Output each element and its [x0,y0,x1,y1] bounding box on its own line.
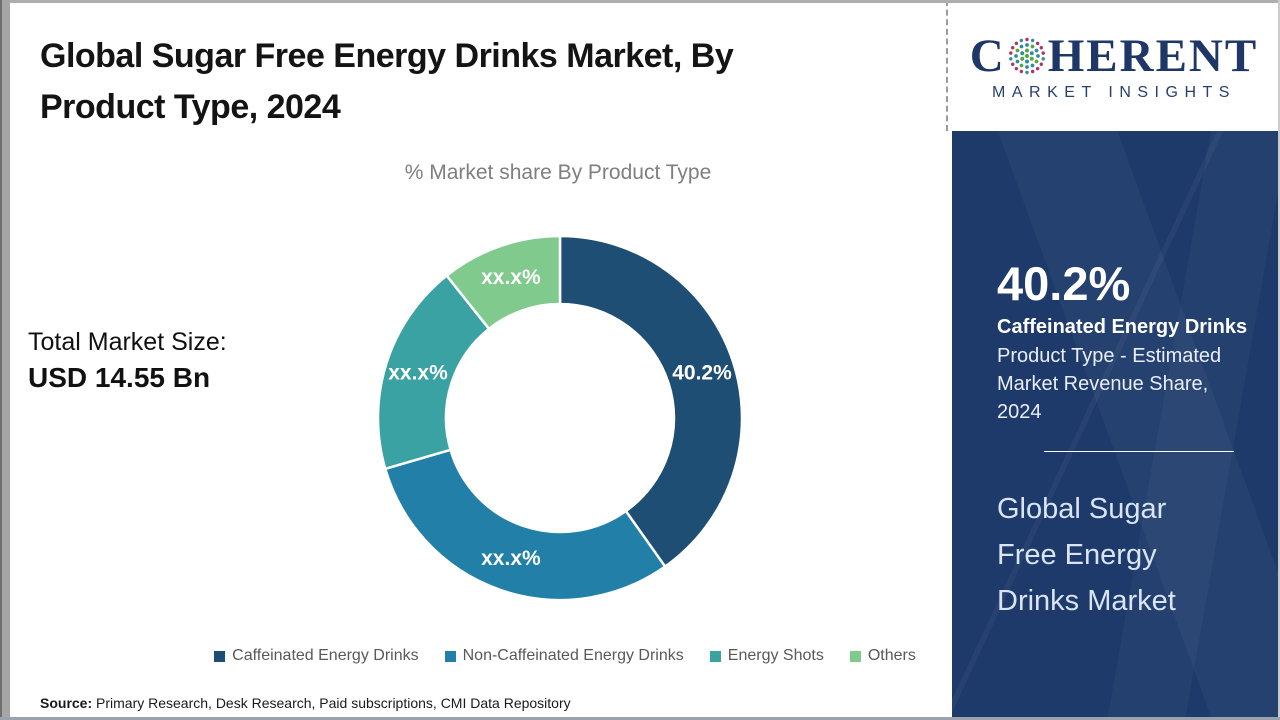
page-title: Global Sugar Free Energy Drinks Market, … [40,37,734,126]
legend-label: Non-Caffeinated Energy Drinks [462,647,684,664]
legend-item: Non-Caffeinated Energy Drinks [444,647,684,665]
highlight-panel-content: 40.2% Caffeinated Energy Drinks Product … [952,259,1280,624]
frame-border-left [0,0,10,720]
legend-label: Caffeinated Energy Drinks [232,647,419,664]
brand-logo-area: C HERENT MARKET INSIGHTS [948,3,1280,131]
highlight-segment-name: Caffeinated Energy Drinks [997,316,1248,338]
highlight-panel: 40.2% Caffeinated Energy Drinks Product … [952,131,1280,720]
legend-item: Caffeinated Energy Drinks [214,647,419,665]
panel-market-name: Global Sugar Free Energy Drinks Market [997,493,1176,617]
legend-item: Others [849,647,916,665]
donut-chart-svg: 40.2% xx.x% xx.x% xx.x% [376,234,744,602]
source-label: Source: [40,695,93,711]
legend-swatch-icon [709,650,721,662]
dashed-separator [946,0,948,131]
total-market-size-value: USD 14.55 Bn [28,362,211,393]
logo-tagline: MARKET INSIGHTS [992,84,1236,101]
highlight-stat-value: 40.2% [997,257,1131,310]
dotted-globe-icon [1008,37,1045,75]
chart-legend: Caffeinated Energy Drinks Non-Caffeinated… [180,647,950,665]
donut-segment-label: xx.x% [481,266,541,289]
frame-border-right [1278,0,1280,720]
legend-swatch-icon [444,650,456,662]
frame-border-bottom [0,717,1280,720]
donut-segment-label: xx.x% [388,361,448,384]
source-text: Primary Research, Desk Research, Paid su… [96,695,571,711]
donut-segment-others [444,234,562,331]
donut-segment-caffeinated-energy-drinks [558,234,744,569]
total-market-size-label: Total Market Size: [28,328,227,356]
total-market-size-block: Total Market Size: USD 14.55 Bn [28,325,227,397]
logo-text-suffix: HERENT [1047,30,1259,82]
panel-divider [1043,451,1234,452]
donut-segment-label: 40.2% [672,361,732,384]
legend-swatch-icon [849,650,861,662]
legend-label: Energy Shots [727,647,824,664]
donut-segment-label: xx.x% [481,547,541,570]
legend-label: Others [867,647,916,664]
donut-segment-non-caffeinated-energy-drinks [383,448,667,602]
legend-item: Energy Shots [709,647,824,665]
chart-subtitle: % Market share By Product Type [404,161,712,184]
legend-swatch-icon [214,650,226,662]
source-line: Source: Primary Research, Desk Research,… [40,695,571,711]
main-content-area: Global Sugar Free Energy Drinks Market, … [10,3,948,717]
brand-logo: C HERENT [970,32,1258,80]
donut-chart: 40.2% xx.x% xx.x% xx.x% [360,215,760,621]
frame-border-top [0,0,1280,3]
logo-text-prefix: C [969,30,1006,82]
highlight-stat-description: Product Type - Estimated Market Revenue … [997,345,1222,423]
